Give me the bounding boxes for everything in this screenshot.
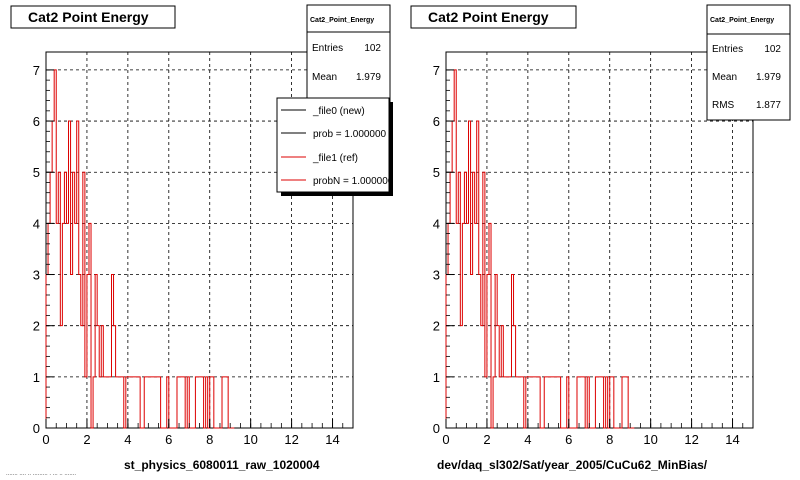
left-y-axis: 0 1 2 3 4 5 6 7	[33, 63, 54, 436]
y-tick-label: 2	[33, 319, 40, 334]
x-tick-label: 0	[442, 432, 449, 447]
histogram-line	[445, 69, 635, 429]
right-stats-box: Cat2_Point_Energy Entries 102 Mean 1.979…	[706, 4, 791, 121]
x-tick-label: 0	[42, 432, 49, 447]
x-tick-label: 2	[483, 432, 490, 447]
legend-entry-prob: prob = 1.000000	[281, 129, 387, 140]
histogram-line	[45, 69, 235, 429]
y-tick-label: 2	[433, 319, 440, 334]
right-stats-name: Cat2_Point_Energy	[710, 17, 774, 24]
left-histogram	[45, 69, 235, 429]
x-tick-label: 10	[643, 432, 657, 447]
y-tick-label: 1	[33, 370, 40, 385]
x-tick-label: 12	[684, 432, 698, 447]
x-tick-label: 4	[124, 432, 131, 447]
legend-entry-ref: _file1 (ref)	[281, 153, 358, 164]
legend-label: _file1 (ref)	[312, 153, 358, 164]
right-stats-rms-value: 1.877	[756, 100, 781, 111]
right-x-axis: 0 2 4 6 8 10 12 14	[442, 419, 754, 447]
x-tick-label: 14	[725, 432, 739, 447]
y-tick-label: 7	[433, 63, 440, 78]
x-tick-label: 10	[243, 432, 257, 447]
right-y-axis: 0 1 2 3 4 5 6 7	[433, 63, 454, 436]
x-tick-label: 14	[325, 432, 339, 447]
x-tick-label: 2	[83, 432, 90, 447]
y-tick-label: 3	[433, 268, 440, 283]
y-tick-label: 7	[33, 63, 40, 78]
right-stats-entries-label: Entries	[712, 44, 743, 55]
legend-entry-new: _file0 (new)	[281, 106, 365, 117]
legend-entry-probn: probN = 1.000000	[281, 176, 394, 187]
right-x-axis-label: dev/daq_sl302/Sat/year_2005/CuCu62_MinBi…	[437, 458, 708, 472]
x-tick-label: 8	[606, 432, 613, 447]
left-stats-mean-value: 1.979	[356, 72, 381, 83]
x-tick-label: 6	[165, 432, 172, 447]
x-tick-label: 6	[565, 432, 572, 447]
y-tick-label: 0	[33, 421, 40, 436]
left-title-box: Cat2 Point Energy	[10, 5, 176, 29]
right-stats-entries-value: 102	[764, 44, 781, 55]
right-plot-frame	[445, 51, 754, 429]
left-stats-mean-label: Mean	[312, 72, 337, 83]
x-tick-label: 8	[206, 432, 213, 447]
y-tick-label: 4	[433, 216, 440, 231]
footer-text: ....... .... .. ......... . ... .. .....…	[6, 471, 76, 477]
y-tick-label: 6	[33, 114, 40, 129]
left-stats-entries-value: 102	[364, 43, 381, 54]
left-stats-entries-label: Entries	[312, 43, 343, 54]
y-tick-label: 0	[433, 421, 440, 436]
y-tick-label: 3	[33, 268, 40, 283]
y-tick-label: 6	[433, 114, 440, 129]
y-tick-label: 5	[33, 165, 40, 180]
right-stats-rms-label: RMS	[712, 100, 735, 111]
right-chart-title: Cat2 Point Energy	[428, 9, 549, 25]
y-tick-label: 1	[433, 370, 440, 385]
right-histogram	[445, 69, 635, 429]
y-tick-label: 5	[433, 165, 440, 180]
legend-box: _file0 (new) prob = 1.000000 _file1 (ref…	[276, 97, 394, 196]
left-stats-box: Cat2_Point_Energy Entries 102 Mean 1.979	[306, 4, 391, 103]
legend-label: probN = 1.000000	[313, 176, 394, 187]
right-title-box: Cat2 Point Energy	[410, 5, 577, 29]
legend-label: _file0 (new)	[312, 106, 365, 117]
legend-label: prob = 1.000000	[313, 129, 387, 140]
x-tick-label: 4	[524, 432, 531, 447]
right-stats-mean-value: 1.979	[756, 72, 781, 83]
x-tick-label: 12	[284, 432, 298, 447]
left-stats-name: Cat2_Point_Energy	[310, 17, 374, 24]
left-x-axis-label: st_physics_6080011_raw_1020004	[124, 458, 320, 472]
y-tick-label: 4	[33, 216, 40, 231]
left-chart-title: Cat2 Point Energy	[28, 9, 149, 25]
right-stats-mean-label: Mean	[712, 72, 737, 83]
left-x-axis: 0 2 4 6 8 10 12 14	[42, 419, 354, 447]
